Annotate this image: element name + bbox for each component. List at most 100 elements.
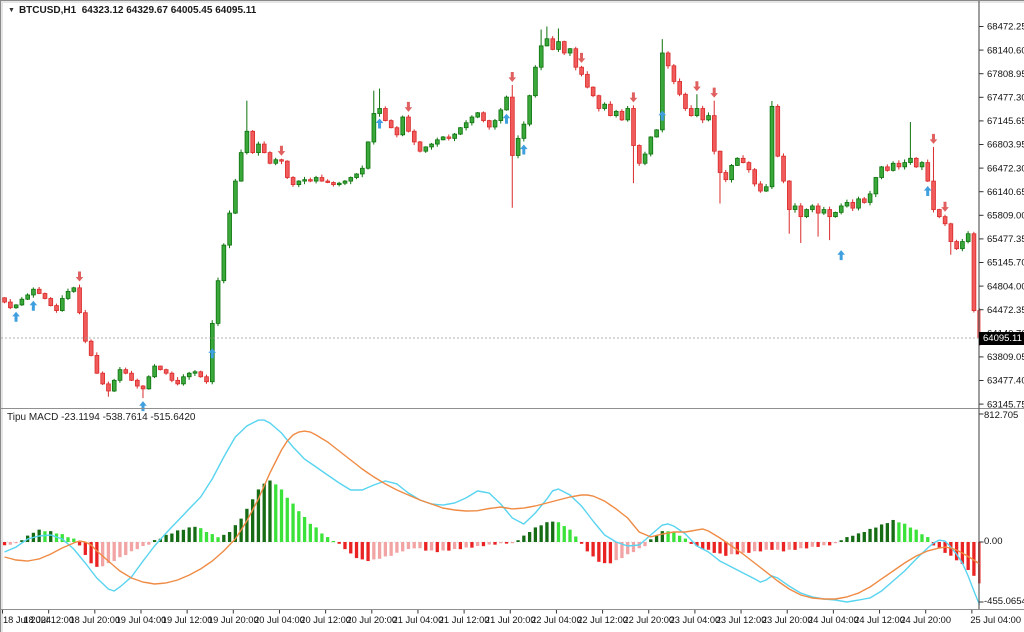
candle-body (388, 120, 394, 129)
candle-body (411, 130, 417, 143)
macd-histogram-bar (418, 542, 422, 549)
candle-body (619, 110, 625, 121)
candle-body (613, 110, 619, 117)
candle-body (815, 205, 821, 214)
macd-histogram-bar (66, 537, 70, 542)
candle-body (227, 212, 232, 246)
macd-histogram-bar (302, 516, 307, 542)
candle-body (336, 182, 342, 186)
macd-histogram-bar (683, 538, 688, 542)
macd-histogram-bar (227, 532, 232, 542)
candle-body (862, 198, 867, 203)
macd-histogram-bar (481, 542, 486, 547)
candle-body (694, 108, 700, 117)
macd-histogram-bar (776, 542, 780, 550)
candle-body (273, 159, 279, 164)
macd-scale-top: 812.705 (984, 410, 1019, 421)
macd-histogram-bar (129, 542, 134, 552)
macd-histogram-bar (406, 542, 411, 549)
candle-body (285, 160, 290, 178)
candle-body (221, 244, 227, 282)
candle-body (573, 48, 579, 68)
candle-body (192, 371, 198, 374)
candle-body (238, 152, 244, 182)
candle-body (781, 155, 786, 182)
macd-histogram-bar (274, 484, 278, 542)
macd-histogram-bar (926, 537, 930, 542)
candle-body (54, 305, 59, 311)
macd-signal-line (4, 430, 981, 600)
candle-body (215, 280, 221, 324)
macd-histogram-bar (729, 542, 734, 555)
macd-histogram-bar (510, 542, 514, 544)
macd-histogram-bar (822, 542, 826, 546)
macd-histogram-bar (256, 489, 261, 542)
current-price-badge: 64095.11 (979, 332, 1024, 345)
macd-histogram-bar (522, 535, 526, 542)
candle-body (602, 103, 607, 109)
sell-signal-arrow-icon (710, 87, 719, 98)
candle-body (123, 369, 129, 374)
candle-body (700, 108, 706, 121)
time-axis-label: 24 Jul 12:00 (854, 615, 905, 625)
candle-body (631, 108, 636, 146)
candle-body (435, 139, 440, 145)
macd-histogram-bar (337, 542, 341, 544)
macd-histogram-bar (343, 542, 347, 550)
candle-body (896, 162, 902, 168)
candle-body (856, 198, 861, 209)
candle-body (140, 385, 146, 390)
macd-histogram-bar (516, 540, 520, 542)
price-axis-label: 63809.05 (987, 352, 1024, 363)
candle-body (550, 38, 556, 50)
candle-body (712, 115, 717, 152)
candle-body (648, 136, 654, 155)
candle-body (971, 233, 977, 311)
macd-histogram-bar (585, 542, 589, 552)
macd-histogram-bar (851, 535, 855, 542)
candle-body (440, 136, 446, 141)
candle-body (94, 355, 100, 374)
macd-histogram-bar (285, 497, 289, 542)
macd-histogram-bar (447, 542, 451, 551)
candle-body (342, 180, 348, 184)
candle-body (106, 383, 111, 392)
macd-histogram-bar (124, 542, 128, 556)
macd-histogram-bar (176, 530, 180, 542)
time-axis-label: 21 Jul 04:00 (393, 615, 444, 625)
candle-body (169, 372, 175, 381)
candle-body (446, 136, 452, 139)
candle-body (706, 115, 711, 121)
macd-histogram-bar (672, 531, 676, 542)
macd-histogram-bar (429, 542, 434, 551)
macd-histogram-bar (579, 542, 584, 544)
candle-body (850, 202, 856, 209)
macd-histogram-bar (233, 525, 237, 542)
macd-histogram-bar (331, 540, 336, 543)
time-axis-label: 22 Jul 04:00 (531, 615, 582, 625)
candle-body (787, 180, 792, 210)
macd-histogram-bar (735, 542, 739, 555)
macd-histogram-bar (112, 542, 116, 562)
time-axis-label: 23 Jul 20:00 (762, 615, 813, 625)
candle-body (348, 177, 354, 182)
time-axis-label: 24 Jul 04:00 (808, 615, 859, 625)
time-axis-label: 19 Jul 20:00 (208, 615, 259, 625)
candle-body (521, 123, 527, 139)
macd-histogram-bar (170, 533, 174, 542)
candle-body (88, 340, 94, 356)
candle-body (308, 179, 313, 182)
time-axis-label: 19 Jul 12:00 (162, 615, 213, 625)
macd-histogram-bar (204, 532, 209, 542)
macd-histogram-bar (833, 542, 838, 544)
candle-body (400, 116, 406, 136)
macd-histogram-bar (308, 523, 313, 542)
macd-histogram-bar (839, 540, 843, 542)
candle-body (769, 105, 775, 188)
candle-body (475, 112, 481, 118)
time-axis-label: 25 Jul 04:00 (970, 615, 1021, 625)
price-axis-label: 67477.30 (987, 93, 1024, 104)
symbol-dropdown-icon[interactable]: ▼ (8, 7, 15, 14)
candle-body (948, 223, 954, 242)
